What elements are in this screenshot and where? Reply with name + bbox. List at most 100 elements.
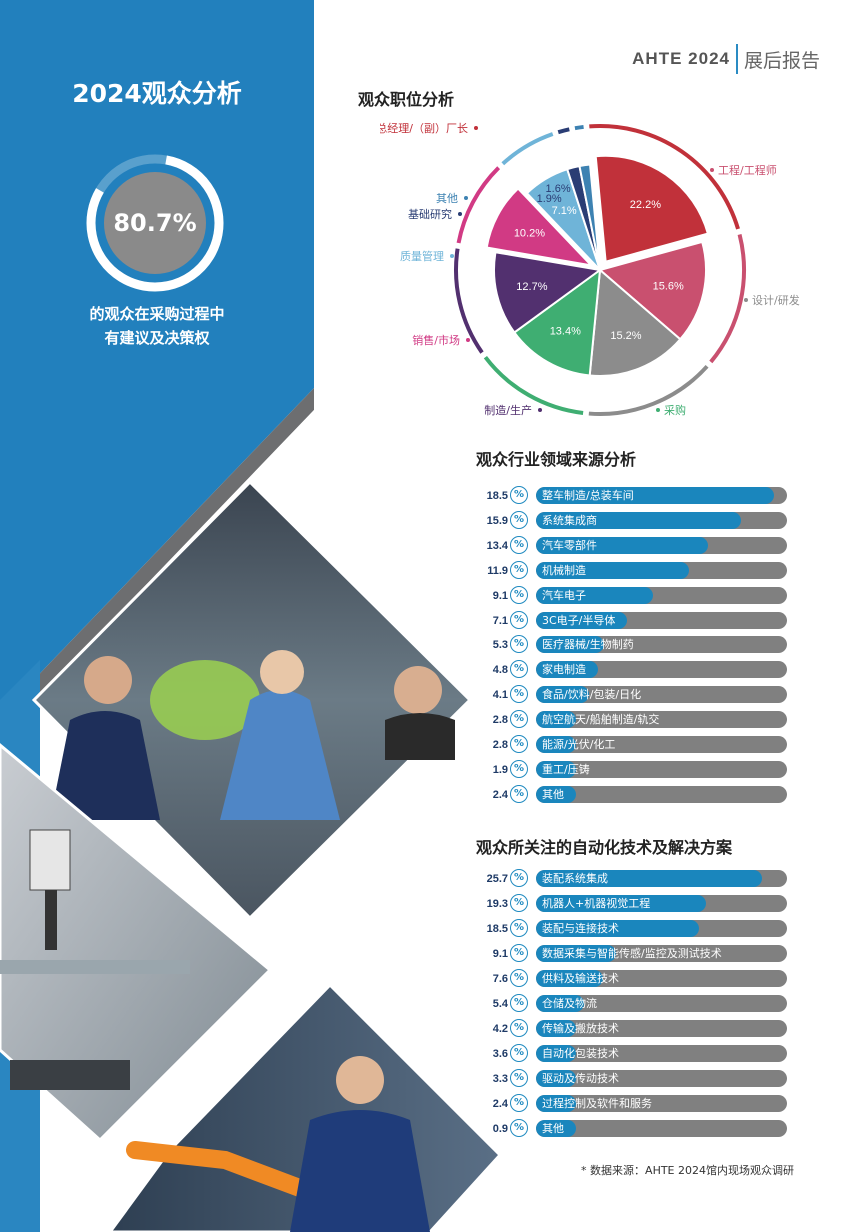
bar-fill bbox=[536, 970, 603, 987]
panel-caption: 的观众在采购过程中 有建议及决策权 bbox=[0, 302, 314, 350]
bar-fill bbox=[536, 536, 709, 554]
bar-category-label: 其他 bbox=[542, 1122, 564, 1135]
bar-fill bbox=[536, 760, 577, 778]
pie-category-label-8: 其他 bbox=[436, 192, 458, 205]
percent-icon: % bbox=[510, 635, 528, 654]
header-brand: AHTE 2024 展后报告 bbox=[632, 44, 820, 74]
bar-row: 5.4% 仓储及物流 bbox=[476, 994, 788, 1014]
bar-fill bbox=[536, 895, 706, 912]
pie-ring-arc-0 bbox=[589, 124, 740, 230]
pie-slice-4 bbox=[493, 251, 603, 334]
pie-value-label-1: 15.6% bbox=[653, 280, 684, 292]
position-pie-chart: 22.2% 管理/（副）总经理/（副）厂长 15.6% 工程/工程师 15.2% 设计/研… bbox=[380, 121, 800, 417]
pie-category-label-6: 质量管理 bbox=[400, 249, 444, 263]
bar-row: 4.2% 传输及搬放技术 bbox=[476, 1019, 788, 1039]
bar-category-label: 能源/光伏/化工 bbox=[542, 738, 616, 751]
bar-value-label: 13.4 bbox=[486, 539, 508, 552]
bar-category-label: 整车制造/总装车间 bbox=[542, 489, 634, 502]
pie-label-dot-2 bbox=[744, 298, 748, 302]
bar-track: 装配与连接技术 bbox=[536, 920, 787, 937]
pie-category-label-4: 制造/生产 bbox=[484, 403, 532, 417]
percent-icon: % bbox=[510, 1044, 528, 1062]
bar-track: 过程控制及软件和服务 bbox=[536, 1095, 787, 1112]
bar-category-label: 食品/饮料/包装/日化 bbox=[542, 688, 642, 702]
bar-value-label: 15.9 bbox=[486, 514, 508, 527]
bar-row: 7.6% 供料及输送技术 bbox=[476, 969, 788, 989]
pie-value-label-4: 12.7% bbox=[516, 281, 547, 293]
pie-slice-8 bbox=[578, 163, 601, 271]
percent-icon: % bbox=[510, 1019, 528, 1037]
bar-track: 3C电子/半导体 bbox=[536, 611, 787, 629]
percent-icon: % bbox=[510, 710, 528, 729]
percent-icon: % bbox=[510, 1094, 528, 1112]
bar-row: 2.8% 能源/光伏/化工 bbox=[476, 735, 788, 755]
pie-ring-arc-3 bbox=[483, 355, 584, 415]
bar-row: 19.3% 机器人+机器视觉工程 bbox=[476, 894, 788, 914]
bar-category-label: 仓储及物流 bbox=[542, 997, 597, 1010]
percent-icon: % bbox=[510, 1069, 528, 1087]
pie-category-label-1: 工程/工程师 bbox=[718, 164, 777, 177]
bar-category-label: 汽车零部件 bbox=[542, 538, 597, 552]
pie-label-dot-0 bbox=[474, 126, 478, 130]
bar-value-label: 2.8 bbox=[492, 714, 508, 727]
bar-category-label: 机械制造 bbox=[542, 563, 586, 577]
bar-category-label: 数据采集与智能传感/监控及测试技术 bbox=[542, 947, 722, 960]
pie-ring-arc-1 bbox=[709, 234, 746, 364]
bar-fill bbox=[536, 785, 577, 803]
bar-value-label: 5.3 bbox=[492, 639, 508, 652]
bar-category-label: 驱动及传动技术 bbox=[542, 1072, 619, 1085]
bar-fill bbox=[536, 661, 598, 679]
pie-ring-arc-4 bbox=[454, 248, 484, 354]
bar-row: 13.4% 汽车零部件 bbox=[476, 535, 788, 556]
pie-value-label-8: 1.6% bbox=[546, 183, 571, 195]
bar-value-label: 0.9 bbox=[492, 1123, 508, 1135]
bar-value-label: 2.4 bbox=[492, 1098, 508, 1110]
bar-row: 5.3% 医疗器械/生物制药 bbox=[476, 635, 788, 655]
bar-value-label: 18.5 bbox=[486, 490, 508, 502]
percent-icon: % bbox=[510, 610, 528, 629]
technology-section-title: 观众所关注的自动化技术及解决方案 bbox=[476, 838, 733, 857]
pie-label-dot-6 bbox=[450, 254, 454, 258]
pie-label-dot-4 bbox=[538, 408, 542, 412]
pie-category-label-5: 销售/市场 bbox=[412, 333, 460, 347]
report-subtitle: 展后报告 bbox=[743, 49, 820, 72]
pie-ring-arc-6 bbox=[501, 132, 554, 166]
bar-row: 18.5% 装配与连接技术 bbox=[476, 919, 788, 939]
bar-value-label: 1.9 bbox=[492, 763, 508, 776]
pie-value-label-0: 22.2% bbox=[630, 199, 661, 211]
bar-value-label: 25.7 bbox=[486, 873, 508, 885]
bar-fill bbox=[536, 611, 628, 629]
bar-category-label: 家电制造 bbox=[542, 663, 586, 677]
bar-fill bbox=[536, 920, 699, 937]
bar-category-label: 传输及搬放技术 bbox=[542, 1022, 619, 1035]
pie-ring-arc-7 bbox=[557, 127, 570, 135]
pie-category-label-7: 基础研究 bbox=[408, 207, 452, 221]
bar-category-label: 航空航天/船舶制造/轨交 bbox=[542, 713, 660, 727]
bar-fill bbox=[536, 686, 589, 704]
bar-value-label: 11.9 bbox=[487, 564, 508, 577]
bar-fill bbox=[536, 711, 577, 729]
pie-slice-0 bbox=[594, 154, 710, 264]
bar-category-label: 3C电子/半导体 bbox=[542, 613, 616, 627]
bar-fill bbox=[536, 870, 763, 887]
bar-track: 家电制造 bbox=[536, 661, 787, 679]
bar-category-label: 汽车电子 bbox=[542, 588, 586, 602]
bar-row: 3.6% 自动化包装技术 bbox=[476, 1044, 788, 1064]
decision-ring: 80.7% bbox=[84, 152, 226, 294]
bar-row: 11.9% 机械制造 bbox=[476, 560, 788, 581]
bar-category-label: 供料及输送技术 bbox=[542, 972, 619, 985]
bar-track: 传输及搬放技术 bbox=[536, 1020, 787, 1037]
bar-category-label: 系统集成商 bbox=[542, 513, 597, 527]
percent-icon: % bbox=[510, 759, 528, 778]
bar-category-label: 重工/压铸 bbox=[542, 762, 590, 776]
percent-icon: % bbox=[510, 1119, 528, 1137]
bar-row: 2.4% 过程控制及软件和服务 bbox=[476, 1094, 788, 1114]
pie-value-label-5: 10.2% bbox=[514, 227, 545, 239]
bar-fill bbox=[536, 995, 584, 1012]
bar-value-label: 2.4 bbox=[492, 788, 508, 801]
pie-ring-arc-8 bbox=[574, 124, 584, 131]
bar-row: 18.5% 整车制造/总装车间 bbox=[476, 486, 788, 506]
panel-title: 2024观众分析 bbox=[72, 79, 242, 108]
bar-fill bbox=[536, 636, 605, 654]
bar-value-label: 2.8 bbox=[492, 739, 508, 751]
